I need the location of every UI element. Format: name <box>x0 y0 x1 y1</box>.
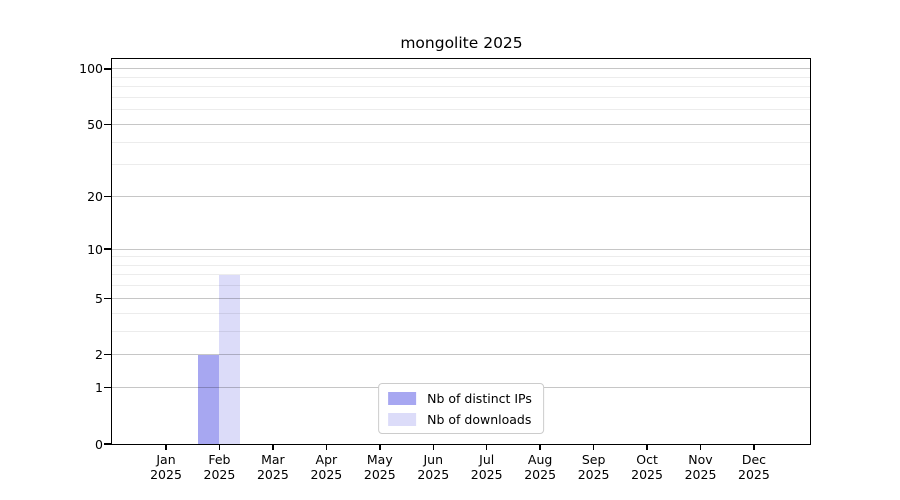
x-tick-month: Nov <box>688 452 713 467</box>
grid-line-major <box>112 196 810 197</box>
grid-line-major <box>112 68 810 70</box>
bar-downloads <box>219 274 241 444</box>
x-tick-year: 2025 <box>684 467 717 482</box>
x-tick-label: Dec 2025 <box>726 452 782 482</box>
legend-row: Nb of downloads <box>388 412 532 427</box>
x-tick-month: Jan <box>156 452 176 467</box>
x-tick-label: Apr 2025 <box>298 452 354 482</box>
x-tick-year: 2025 <box>524 467 557 482</box>
y-tick-mark <box>104 195 112 198</box>
legend-row: Nb of distinct IPs <box>388 391 532 406</box>
y-tick-mark <box>104 386 112 389</box>
x-tick-year: 2025 <box>203 467 236 482</box>
x-tick-month: Feb <box>208 452 231 467</box>
x-tick-mark <box>592 444 595 450</box>
x-tick-mark <box>699 444 702 450</box>
grid-line-minor <box>112 76 810 78</box>
x-tick-label: Jan 2025 <box>138 452 194 482</box>
x-tick-month: Jun <box>423 452 444 467</box>
grid-line-major <box>112 123 810 125</box>
grid-line-minor <box>112 109 810 111</box>
x-tick-label: Aug 2025 <box>512 452 568 482</box>
grid-line-minor <box>112 164 810 166</box>
legend-label: Nb of distinct IPs <box>427 391 532 406</box>
grid-line-minor <box>112 274 810 276</box>
grid-line-major <box>112 248 810 250</box>
grid-line-minor <box>112 96 810 98</box>
x-tick-label: Feb 2025 <box>191 452 247 482</box>
grid-line-major <box>112 297 810 299</box>
legend-label: Nb of downloads <box>427 412 532 427</box>
x-tick-month: Dec <box>741 452 767 467</box>
x-tick-label: Jul 2025 <box>459 452 515 482</box>
x-tick-label: Mar 2025 <box>245 452 301 482</box>
x-tick-year: 2025 <box>417 467 450 482</box>
x-tick-label: Jun 2025 <box>405 452 461 482</box>
x-tick-month: Apr <box>315 452 338 467</box>
x-tick-year: 2025 <box>577 467 610 482</box>
x-tick-label: Sep 2025 <box>566 452 622 482</box>
y-tick-label: 1 <box>95 380 103 396</box>
y-tick-label: 10 <box>87 241 103 257</box>
y-tick-mark <box>104 248 112 250</box>
x-tick-month: May <box>366 452 393 467</box>
x-tick-mark <box>485 444 488 450</box>
y-tick-label: 100 <box>79 61 103 77</box>
x-tick-year: 2025 <box>310 467 343 482</box>
y-tick-label: 50 <box>87 116 103 132</box>
x-tick-month: Sep <box>581 452 606 467</box>
legend: Nb of distinct IPs Nb of downloads <box>378 383 544 434</box>
grid-line-minor <box>112 330 810 332</box>
x-tick-month: Oct <box>636 452 658 467</box>
plot-area: Nb of distinct IPs Nb of downloads 0 1 2 5 10… <box>79 58 811 482</box>
grid-line-minor <box>112 141 810 143</box>
x-tick-label: Oct 2025 <box>619 452 675 482</box>
x-tick-year: 2025 <box>631 467 663 482</box>
x-tick-mark <box>218 444 221 450</box>
y-tick-mark <box>104 123 112 126</box>
x-tick-month: Mar <box>261 452 285 467</box>
grid-line-minor <box>112 312 810 314</box>
x-tick-month: Jul <box>479 452 495 467</box>
grid-line-minor <box>112 264 810 266</box>
x-tick-month: Aug <box>527 452 553 467</box>
x-tick-mark <box>272 444 274 450</box>
y-tick-label: 5 <box>95 290 103 306</box>
x-tick-year: 2025 <box>150 467 182 482</box>
chart-title: mongolite 2025 <box>400 34 523 52</box>
legend-swatch <box>388 392 417 405</box>
x-tick-year: 2025 <box>256 467 289 482</box>
x-tick-year: 2025 <box>738 467 770 482</box>
y-tick-label: 2 <box>95 347 103 363</box>
x-tick-mark <box>432 444 434 450</box>
y-tick-mark <box>104 443 112 445</box>
y-tick-mark <box>104 353 112 356</box>
x-tick-mark <box>753 444 755 450</box>
y-tick-label: 0 <box>95 436 103 452</box>
x-tick-year: 2025 <box>363 467 396 482</box>
x-tick-label: May 2025 <box>352 452 408 482</box>
x-tick-mark <box>379 444 381 450</box>
x-tick-year: 2025 <box>470 467 503 482</box>
bar-distinct-ips <box>198 354 220 444</box>
grid-line-minor <box>112 86 810 88</box>
x-tick-label: Nov 2025 <box>673 452 729 482</box>
y-tick-mark <box>104 297 112 300</box>
y-tick-mark <box>104 68 112 70</box>
x-tick-mark <box>539 444 541 450</box>
x-tick-mark <box>165 444 167 450</box>
x-tick-mark <box>646 444 648 450</box>
x-tick-mark <box>325 444 328 450</box>
y-tick-label: 20 <box>87 189 103 204</box>
legend-swatch <box>388 413 417 426</box>
grid-line-minor <box>112 256 810 258</box>
grid-line-minor <box>112 285 810 287</box>
